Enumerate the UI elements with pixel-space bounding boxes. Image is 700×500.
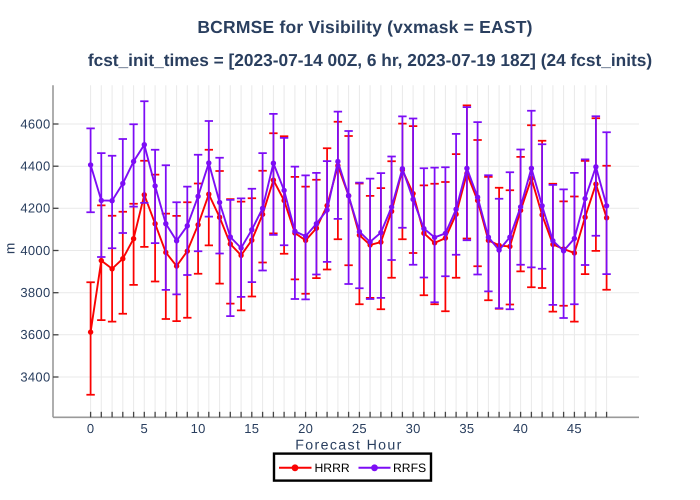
svg-text:4000: 4000 — [20, 243, 50, 258]
svg-text:4400: 4400 — [20, 159, 50, 174]
svg-text:0: 0 — [87, 421, 95, 436]
svg-text:4200: 4200 — [20, 201, 50, 216]
svg-text:HRRR: HRRR — [315, 461, 350, 475]
svg-text:30: 30 — [406, 421, 421, 436]
svg-text:20: 20 — [298, 421, 313, 436]
svg-text:RRFS: RRFS — [393, 461, 426, 475]
svg-text:BCRMSE for Visibility (vxmask: BCRMSE for Visibility (vxmask = EAST) — [197, 17, 532, 37]
svg-text:Forecast Hour: Forecast Hour — [295, 438, 402, 454]
svg-text:15: 15 — [244, 421, 259, 436]
svg-text:3800: 3800 — [20, 285, 50, 300]
svg-text:3400: 3400 — [20, 369, 50, 384]
svg-text:fcst_init_times = [2023-07-14: fcst_init_times = [2023-07-14 00Z, 6 hr,… — [88, 50, 652, 70]
svg-text:40: 40 — [513, 421, 528, 436]
svg-text:5: 5 — [141, 421, 149, 436]
svg-text:10: 10 — [191, 421, 206, 436]
svg-text:m: m — [3, 243, 18, 254]
svg-text:35: 35 — [459, 421, 474, 436]
svg-text:3600: 3600 — [20, 327, 50, 342]
svg-text:45: 45 — [567, 421, 582, 436]
svg-text:4600: 4600 — [20, 116, 50, 131]
svg-text:25: 25 — [352, 421, 367, 436]
